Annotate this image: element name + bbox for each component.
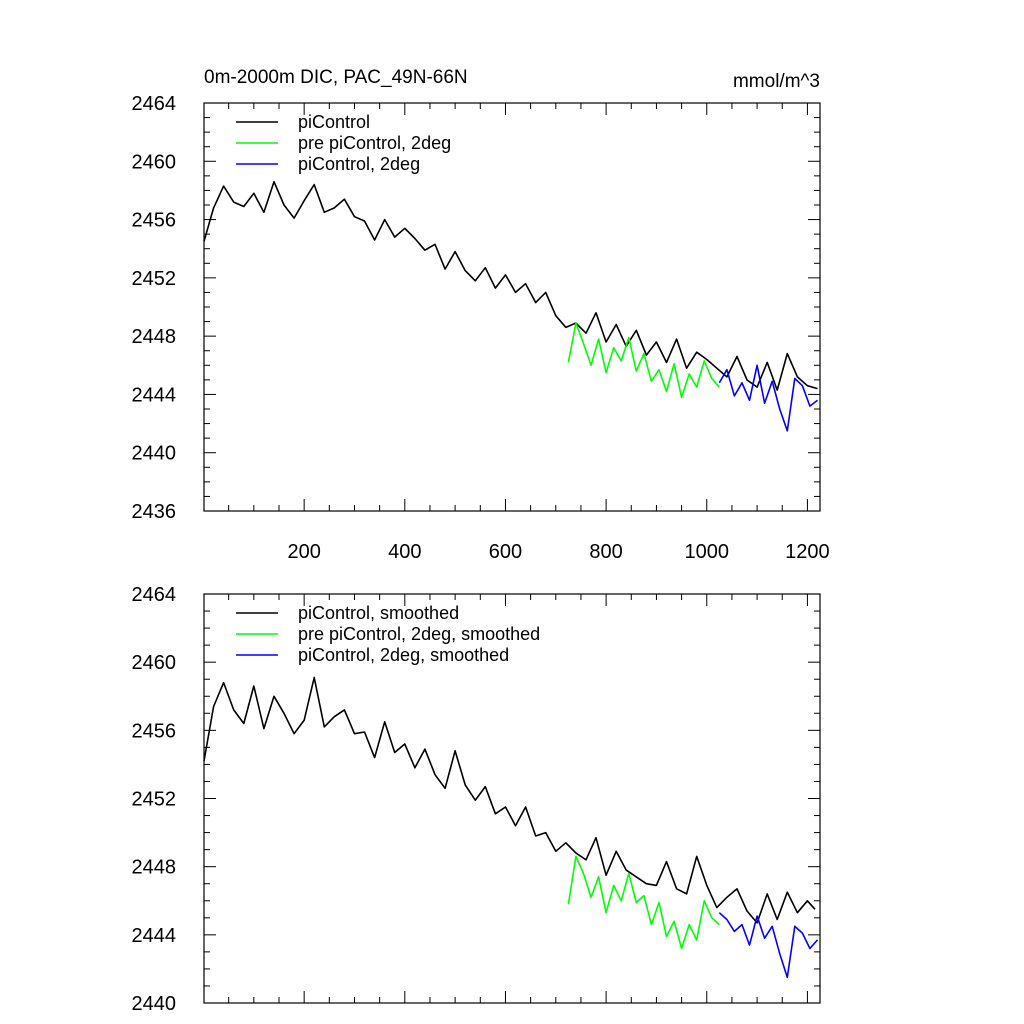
series-line-2 xyxy=(718,364,818,432)
chart-title: 0m-2000m DIC, PAC_49N-66N xyxy=(204,67,468,88)
y-tick-label: 2456 xyxy=(132,720,177,742)
y-tick-label: 2464 xyxy=(132,584,177,606)
y-tick-label: 2460 xyxy=(132,151,177,173)
legend-label: pre piControl, 2deg xyxy=(298,133,451,153)
y-tick-label: 2456 xyxy=(132,210,177,232)
units-label: mmol/m^3 xyxy=(733,71,820,92)
x-tick-label: 1200 xyxy=(785,541,830,563)
legend-label: piControl, 2deg xyxy=(298,154,420,174)
axes-group: 2436 2440 2444 2448 2452 2456 2460 2464 200 400 60… xyxy=(132,93,830,563)
x-tick-label: 200 xyxy=(287,541,320,563)
legend-label: piControl, 2deg, smoothed xyxy=(298,645,509,665)
y-tick-label: 2444 xyxy=(132,384,177,406)
y-tick-label: 2440 xyxy=(132,993,177,1015)
chart-panel-bottom: 2440 2444 2448 2452 2456 2460 2464 piControl, … xyxy=(132,584,821,1015)
legend-label: piControl xyxy=(298,112,370,132)
series-group xyxy=(203,676,819,979)
y-tick-label: 2436 xyxy=(132,501,177,523)
x-tick-label: 1000 xyxy=(685,541,730,563)
y-tick-label: 2452 xyxy=(132,789,177,811)
y-tick-label: 2444 xyxy=(132,925,177,947)
legend-label: piControl, smoothed xyxy=(298,603,459,623)
y-tick-label: 2464 xyxy=(132,93,177,115)
y-tick-label: 2448 xyxy=(132,857,177,879)
x-tick-label: 600 xyxy=(489,541,522,563)
series-line-0 xyxy=(203,676,816,924)
x-tick-label: 400 xyxy=(388,541,421,563)
chart-panel-top: 0m-2000m DIC, PAC_49N-66N mmol/m^3 24362… xyxy=(132,67,830,563)
x-tick-label: 800 xyxy=(589,541,622,563)
y-tick-label: 2460 xyxy=(132,652,177,674)
axes-group: 2440 2444 2448 2452 2456 2460 2464 xyxy=(132,584,821,1015)
y-tick-label: 2440 xyxy=(132,443,177,465)
plot-frame xyxy=(203,593,821,1004)
series-line-1 xyxy=(567,855,720,950)
plot-frame xyxy=(203,102,821,512)
y-tick-label: 2448 xyxy=(132,326,177,348)
series-line-2 xyxy=(718,912,819,979)
series-line-1 xyxy=(567,322,720,399)
series-line-0 xyxy=(203,180,818,391)
y-tick-label: 2452 xyxy=(132,268,177,290)
series-group xyxy=(203,180,818,432)
legend-label: pre piControl, 2deg, smoothed xyxy=(298,624,540,644)
